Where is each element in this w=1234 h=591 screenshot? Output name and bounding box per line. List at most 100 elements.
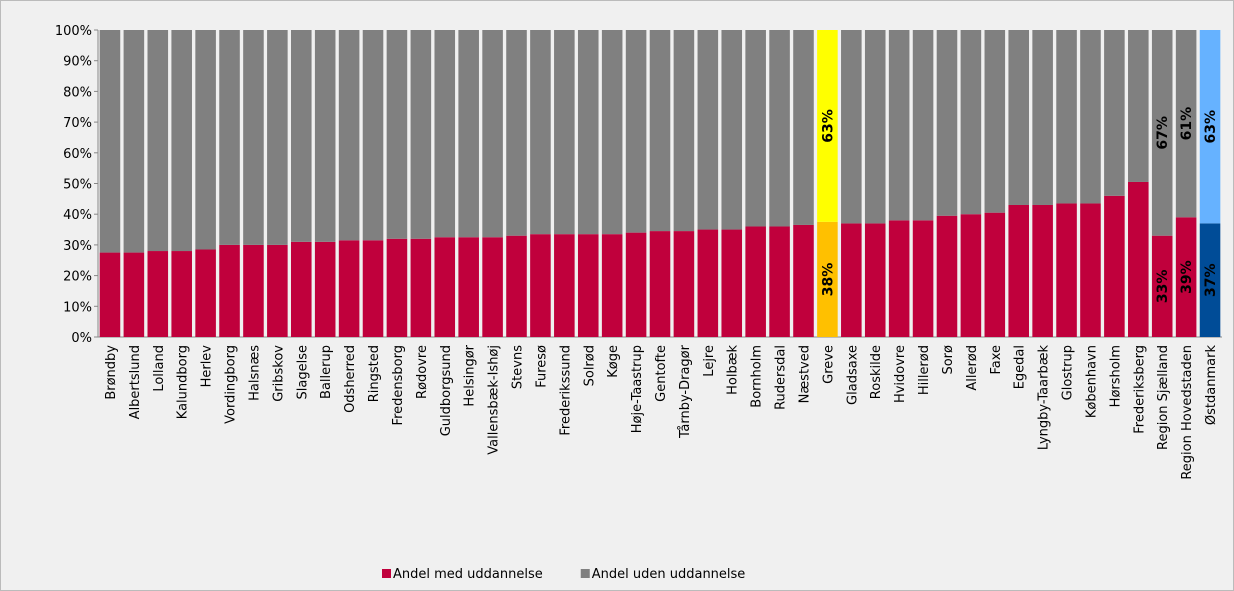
x-tick-label: Region Sjælland: [1156, 345, 1171, 450]
bar-segment: [434, 237, 456, 337]
bar-segment: [362, 30, 384, 241]
bar-segment: [769, 226, 790, 337]
y-tick-label: 80%: [63, 85, 92, 100]
bar-segment: [243, 244, 264, 337]
bar-segment: [147, 30, 169, 252]
bar-segment: [577, 30, 599, 235]
bar-segment: [864, 30, 886, 224]
value-label: 37%: [1203, 263, 1219, 297]
x-tick-label: Ballerup: [319, 345, 334, 399]
x-tick-label: Glostrup: [1061, 345, 1076, 400]
x-tick-label: Rødovre: [415, 345, 430, 399]
value-label: 61%: [1179, 107, 1195, 141]
bar-segment: [817, 30, 838, 222]
bar-segment: [1151, 235, 1173, 337]
legend-label: Andel uden uddannelse: [592, 567, 746, 582]
x-tick-label: Hillerød: [917, 345, 932, 395]
bar-segment: [506, 30, 527, 236]
x-tick-label: Gladsaxe: [845, 345, 860, 405]
x-tick-label: Hvidovre: [893, 345, 908, 403]
bar-segment: [936, 30, 958, 216]
bar-segment: [195, 30, 216, 250]
bar-segment: [338, 240, 360, 337]
y-tick-label: 10%: [63, 300, 92, 315]
x-tick-label: Lolland: [152, 345, 167, 392]
bar-segment: [817, 221, 838, 337]
bar-segment: [745, 226, 766, 337]
y-tick-label: 40%: [63, 208, 92, 223]
y-tick-label: 30%: [63, 239, 92, 254]
bar-segment: [960, 30, 982, 215]
x-tick-label: Brøndby: [104, 345, 119, 400]
x-tick-label: Furesø: [534, 345, 549, 388]
bar-segment: [1175, 30, 1197, 218]
x-tick-label: Albertslund: [128, 345, 143, 419]
bar-segment: [601, 234, 623, 337]
bar-segment: [745, 30, 766, 227]
bar-segment: [1008, 204, 1030, 337]
x-tick-label: Odsherred: [343, 345, 358, 413]
value-label: 33%: [1155, 270, 1171, 304]
value-label: 39%: [1179, 260, 1195, 294]
bar-segment: [147, 251, 169, 337]
bar-segment: [123, 30, 145, 253]
legend-swatch: [382, 569, 391, 578]
bar-segment: [314, 241, 336, 337]
bar-segment: [386, 30, 408, 239]
bar-segment: [1128, 30, 1149, 182]
bar-segment: [912, 220, 934, 337]
bar-segment: [171, 251, 192, 337]
bar-segment: [1199, 223, 1221, 337]
value-label: 63%: [820, 109, 836, 143]
bar-segment: [721, 30, 743, 230]
legend-swatch: [580, 569, 590, 578]
bar-segment: [410, 238, 432, 337]
x-tick-label: Næstved: [797, 345, 812, 403]
value-label: 63%: [1203, 110, 1219, 144]
bar-segment: [697, 229, 719, 337]
bar-segment: [864, 223, 886, 337]
x-tick-label: Roskilde: [869, 345, 884, 399]
bar-segment: [554, 30, 575, 235]
bar-segment: [410, 30, 432, 239]
x-tick-label: Region Hovedstaden: [1180, 345, 1195, 480]
bar-segment: [625, 30, 647, 233]
x-tick-label: Herlev: [200, 345, 215, 388]
bar-segment: [912, 30, 934, 221]
x-tick-label: Faxe: [989, 345, 1004, 375]
x-tick-label: Ringsted: [367, 345, 382, 402]
bar-segment: [123, 252, 145, 337]
x-tick-label: Lyngby-Taarbæk: [1037, 345, 1052, 451]
bar-segment: [1104, 195, 1125, 337]
x-tick-label: Halsnæs: [247, 345, 262, 401]
x-tick-label: Allerød: [965, 345, 980, 391]
bar-segment: [99, 30, 121, 253]
bar-segment: [793, 224, 814, 337]
bar-segment: [769, 30, 790, 227]
y-tick-label: 90%: [63, 55, 92, 70]
bar-segment: [314, 30, 336, 242]
bar-segment: [530, 30, 551, 235]
bar-segment: [482, 237, 503, 337]
x-tick-label: Lejre: [702, 345, 717, 377]
legend-label: Andel med uddannelse: [393, 567, 543, 582]
x-tick-label: Frederiksberg: [1132, 345, 1147, 434]
x-tick-label: Slagelse: [295, 345, 310, 399]
bar-segment: [888, 30, 910, 221]
bar-segment: [1104, 30, 1125, 196]
bar-segment: [554, 234, 575, 337]
x-tick-label: Guldborgsund: [439, 345, 454, 436]
bar-segment: [1175, 217, 1197, 337]
bar-segment: [1056, 30, 1077, 204]
bar-segment: [1056, 203, 1077, 337]
bar-segment: [888, 220, 910, 337]
x-tick-label: Gentofte: [654, 345, 669, 402]
bar-segment: [243, 30, 264, 245]
bar-segment: [267, 30, 288, 245]
y-tick-label: 20%: [63, 270, 92, 285]
y-tick-label: 100%: [55, 24, 92, 39]
bar-segment: [482, 30, 503, 238]
bar-segment: [530, 234, 551, 337]
bar-segment: [219, 30, 240, 245]
